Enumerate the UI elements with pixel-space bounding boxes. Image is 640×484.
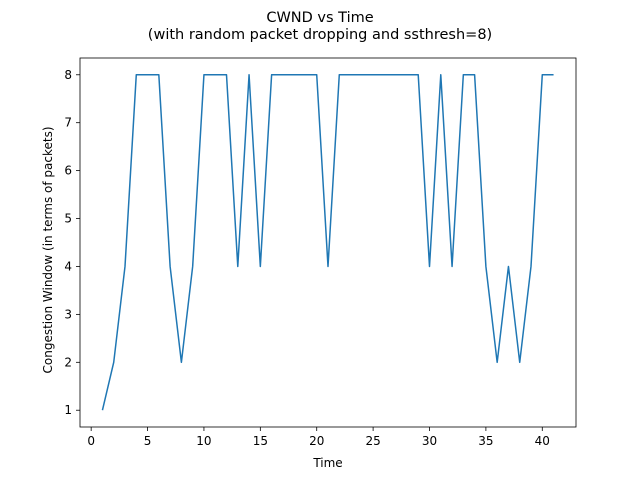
chart-title: CWND vs Time — [266, 10, 373, 26]
x-tick-label: 0 — [87, 434, 95, 448]
x-tick-label: 20 — [309, 434, 324, 448]
x-tick-label: 40 — [535, 434, 550, 448]
cwnd-series-line — [101, 74, 554, 411]
x-tick-label: 5 — [144, 434, 152, 448]
y-tick-label: 7 — [64, 116, 72, 130]
x-tick-label: 25 — [365, 434, 380, 448]
y-tick-label: 1 — [64, 403, 72, 417]
y-axis-label: Congestion Window (in terms of packets) — [41, 126, 55, 373]
chart-subtitle: (with random packet dropping and ssthres… — [148, 27, 492, 43]
x-tick-label: 35 — [478, 434, 493, 448]
y-tick-label: 6 — [64, 164, 72, 178]
x-tick-label: 10 — [196, 434, 211, 448]
y-tick-label: 8 — [64, 68, 72, 82]
y-tick-label: 2 — [64, 355, 72, 369]
x-tick-label: 30 — [422, 434, 437, 448]
y-tick-label: 3 — [64, 307, 72, 321]
x-tick-label: 15 — [253, 434, 268, 448]
y-tick-label: 4 — [64, 259, 72, 273]
plot-frame — [79, 57, 577, 428]
y-tick-label: 5 — [64, 212, 72, 226]
x-axis-label: Time — [312, 456, 342, 470]
